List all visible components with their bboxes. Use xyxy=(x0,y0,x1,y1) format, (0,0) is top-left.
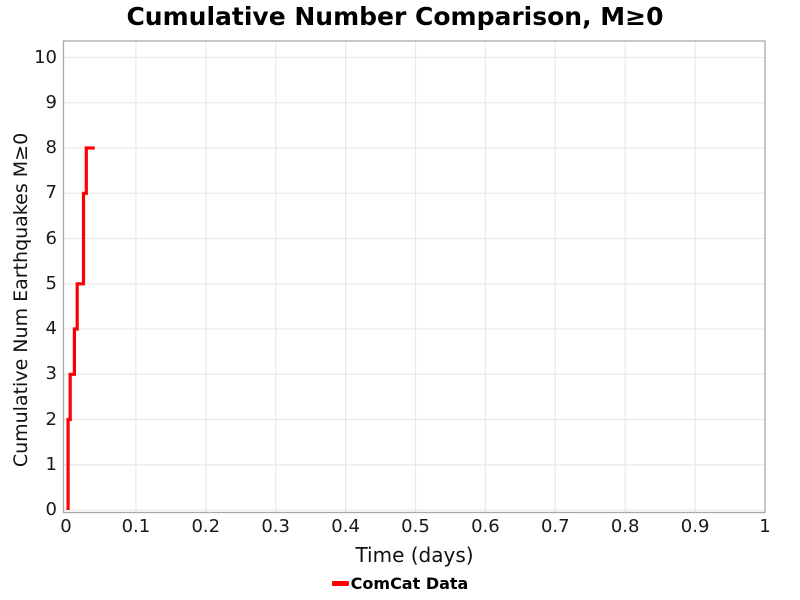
comcat-step-line xyxy=(66,146,95,510)
y-tick-label: 10 xyxy=(34,46,57,68)
y-tick-label: 6 xyxy=(45,227,57,249)
x-tick-label: 0.9 xyxy=(680,516,710,537)
y-tick-label: 8 xyxy=(45,137,57,158)
y-tick-label: 1 xyxy=(45,453,57,475)
y-axis-label: Cumulative Num Earthquakes M≥0 xyxy=(10,132,32,468)
x-tick-label: 0.1 xyxy=(121,516,151,537)
legend-line-icon xyxy=(331,581,349,586)
y-tick-label: 0 xyxy=(45,499,57,520)
x-tick-label: 0.5 xyxy=(401,516,430,537)
x-tick-label: 0.3 xyxy=(261,516,290,537)
y-tick-label: 2 xyxy=(45,408,57,430)
x-tick-label: 0 xyxy=(60,516,72,537)
y-tick-label: 5 xyxy=(45,272,57,294)
x-tick-label: 0.4 xyxy=(331,516,360,537)
y-tick-label: 3 xyxy=(45,363,57,385)
x-tick-label: 0.2 xyxy=(191,516,221,537)
legend-label: ComCat Data xyxy=(350,574,469,593)
legend: ComCat Data xyxy=(0,574,800,593)
gridlines xyxy=(63,41,765,513)
x-tick-label: 0.8 xyxy=(610,516,640,537)
x-tick-label: 0.7 xyxy=(540,516,570,537)
x-axis-label: Time (days) xyxy=(355,543,474,567)
panel-border xyxy=(62,40,766,514)
y-tick-label: 7 xyxy=(45,182,57,204)
y-tick-label: 4 xyxy=(45,318,57,339)
x-tick-label: 1 xyxy=(759,516,771,537)
chart-title: Cumulative Number Comparison, M≥0 xyxy=(126,2,664,31)
x-tick-label: 0.6 xyxy=(471,516,500,537)
y-tick-label: 9 xyxy=(45,91,57,113)
